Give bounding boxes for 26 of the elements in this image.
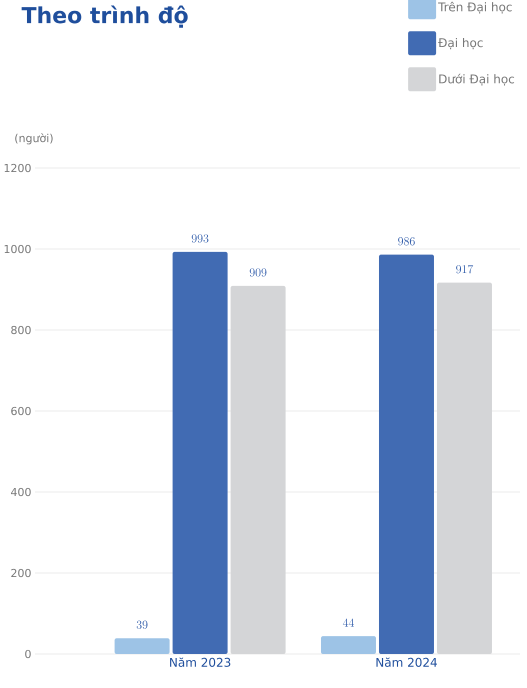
data-label: 986 (398, 237, 415, 246)
y-tick-label: 1000 (4, 244, 31, 254)
y-axis-title: (người) (15, 133, 53, 144)
data-label: 993 (192, 234, 208, 243)
bar (378, 254, 434, 654)
bar (230, 286, 286, 654)
y-tick-label: 400 (11, 488, 31, 496)
chart-title: Theo trình độ (22, 6, 188, 28)
y-tick-label: 1200 (4, 164, 31, 172)
data-label: 39 (136, 620, 148, 629)
y-tick-label: 0 (25, 650, 31, 658)
y-tick-label: 600 (11, 406, 31, 416)
x-tick-label: Năm 2024 (376, 658, 437, 667)
bar (114, 638, 170, 654)
legend-label: Trên Đại học (438, 2, 512, 14)
data-label: 909 (250, 268, 266, 277)
bar (436, 282, 492, 654)
y-tick-label: 200 (11, 568, 31, 578)
legend-label: Đại học (438, 38, 483, 50)
bar (320, 636, 376, 654)
legend-label: Dưới Đại học (439, 74, 514, 86)
bar (172, 252, 228, 654)
data-label: 44 (342, 618, 354, 627)
data-label: 917 (456, 264, 474, 274)
y-tick-label: 800 (11, 326, 31, 334)
x-tick-label: Năm 2023 (170, 658, 230, 667)
